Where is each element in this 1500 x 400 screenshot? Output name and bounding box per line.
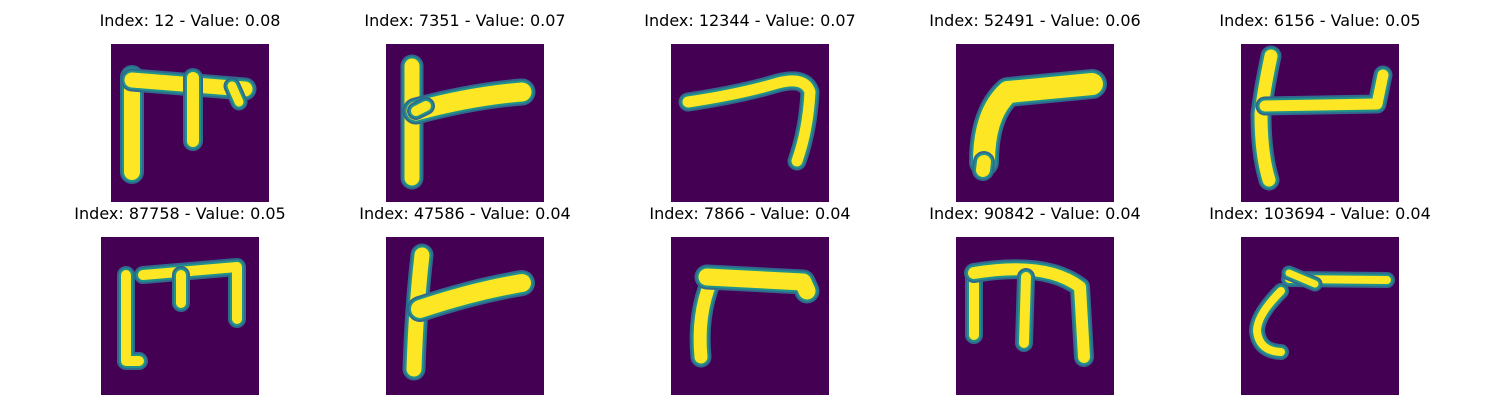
panel-image (386, 237, 544, 395)
panel-image (1241, 237, 1399, 395)
panel-title: Index: 47586 - Value: 0.04 (359, 204, 571, 223)
glyph-stroke (682, 75, 816, 167)
panel-9: Index: 90842 - Value: 0.04 (920, 203, 1150, 395)
panel-image (1241, 44, 1399, 202)
glyph-stroke (411, 274, 531, 318)
panel-7: Index: 47586 - Value: 0.04 (350, 203, 580, 395)
glyph-stroke (121, 270, 144, 366)
panel-image (671, 237, 829, 395)
panel-image (956, 44, 1114, 202)
digit-glyph-svg (1241, 44, 1399, 202)
panel-10: Index: 103694 - Value: 0.04 (1205, 203, 1435, 395)
glyph-stroke (1019, 272, 1031, 348)
panel-title: Index: 87758 - Value: 0.05 (74, 204, 286, 223)
digit-glyph-svg (101, 237, 259, 395)
panel-title: Index: 6156 - Value: 0.05 (1219, 11, 1421, 30)
panel-3: Index: 12344 - Value: 0.07 (635, 10, 865, 202)
panel-image (956, 237, 1114, 395)
glyph-stroke (976, 155, 991, 177)
digit-glyph-svg (111, 44, 269, 202)
glyph-stroke (698, 268, 816, 300)
digit-glyph-svg (671, 44, 829, 202)
digit-glyph-svg (956, 44, 1114, 202)
panel-title: Index: 12 - Value: 0.08 (99, 11, 281, 30)
glyph-stroke (1285, 269, 1319, 288)
panel-title: Index: 52491 - Value: 0.06 (929, 11, 1141, 30)
digit-glyph-svg (386, 44, 544, 202)
panel-title: Index: 7351 - Value: 0.07 (364, 11, 566, 30)
digit-glyph-svg (386, 237, 544, 395)
glyph-stroke (1259, 69, 1389, 112)
panel-image (671, 44, 829, 202)
panel-image (386, 44, 544, 202)
digit-glyph-svg (671, 237, 829, 395)
panel-4: Index: 52491 - Value: 0.06 (920, 10, 1150, 202)
panel-title: Index: 7866 - Value: 0.04 (649, 204, 851, 223)
panel-title: Index: 103694 - Value: 0.04 (1209, 204, 1431, 223)
panel-1: Index: 12 - Value: 0.08 (75, 10, 305, 202)
panel-6: Index: 87758 - Value: 0.05 (65, 203, 295, 395)
glyph-stroke (411, 101, 431, 116)
glyph-stroke (1253, 287, 1285, 356)
panel-2: Index: 7351 - Value: 0.07 (350, 10, 580, 202)
digit-glyph-svg (956, 237, 1114, 395)
panel-8: Index: 7866 - Value: 0.04 (635, 203, 865, 395)
panel-title: Index: 12344 - Value: 0.07 (644, 11, 856, 30)
panel-image (101, 237, 259, 395)
panel-5: Index: 6156 - Value: 0.05 (1205, 10, 1435, 202)
panel-title: Index: 90842 - Value: 0.04 (929, 204, 1141, 223)
glyph-stroke (227, 81, 244, 107)
digit-glyph-svg (1241, 237, 1399, 395)
panel-image (111, 44, 269, 202)
glyph-stroke (968, 263, 1090, 363)
